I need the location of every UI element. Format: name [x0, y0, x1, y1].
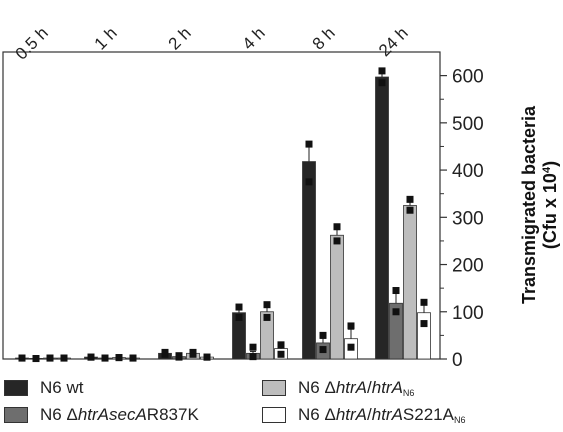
data-point-s1-5-0	[378, 67, 386, 75]
data-point-s3-2-1	[189, 350, 197, 358]
legend-label-htra-complement: N6 ΔhtrA/htrAN6	[298, 378, 414, 403]
data-point-s3-5-1	[406, 206, 414, 214]
legend-htra-complement-italic2: htrA	[371, 378, 403, 397]
legend-htra-complement-sub: N6	[402, 388, 415, 398]
legend-swatch-n6-wt	[4, 380, 28, 396]
data-point-s2-3-0	[249, 343, 257, 351]
y-tick-label-100: 100	[452, 303, 484, 324]
data-point-s2-4-0	[319, 331, 327, 339]
bar-s3-8h	[330, 234, 344, 360]
legend-htra-s221a-prefix: N6 Δ	[298, 405, 336, 424]
data-point-s2-0-1	[32, 355, 40, 363]
x-category-label-4h: 4 h	[239, 23, 269, 53]
bar-s1-8h	[302, 161, 316, 360]
y-tick-label-400: 400	[452, 161, 484, 182]
y-axis-label: Transmigrated bacteria	[519, 105, 539, 304]
legend-swatch-htra-s221a	[262, 407, 286, 423]
data-point-s2-2-1	[175, 353, 183, 361]
legend-htra-complement-slash: /	[367, 378, 372, 397]
x-category-label-05h: 0.5 h	[12, 23, 52, 63]
data-point-s3-3-1	[263, 313, 271, 321]
legend-label-htra-s221a: N6 ΔhtrA/htrAS221AN6	[298, 405, 465, 430]
y-axis-unit-label: (Cfu x 104)	[540, 161, 560, 249]
data-point-s1-3-0	[235, 303, 243, 311]
legend-htra-complement-prefix: N6 Δ	[298, 378, 336, 397]
bar-s4-24h	[417, 312, 431, 360]
bar-s3-24h	[403, 205, 417, 360]
data-point-s2-3-1	[249, 353, 257, 361]
data-point-s1-4-0	[305, 140, 313, 148]
bars-group	[15, 67, 431, 363]
legend-swatch-htra-seca	[4, 407, 28, 423]
x-category-label-1h: 1 h	[91, 23, 121, 53]
legend-htra-s221a-italic: htrA	[335, 405, 367, 424]
data-point-s4-0-1	[60, 354, 68, 362]
data-point-s1-2-1	[161, 350, 169, 358]
data-point-s3-4-1	[333, 237, 341, 245]
data-point-s1-5-1	[378, 79, 386, 87]
data-point-s3-5-0	[406, 195, 414, 203]
x-category-labels: 0.5 h 1 h 2 h 4 h 8 h 24 h	[12, 23, 412, 63]
data-point-s4-4-0	[347, 322, 355, 330]
data-point-s2-1-1	[101, 354, 109, 362]
data-point-s2-4-1	[319, 346, 327, 354]
data-point-s4-1-1	[129, 354, 137, 362]
legend-htra-seca-italic: htrAsecA	[77, 405, 147, 424]
y-tick-label-600: 600	[452, 67, 484, 88]
legend-htra-seca-prefix: N6 Δ	[40, 405, 78, 424]
data-point-s1-3-1	[235, 313, 243, 321]
y-tick-label-300: 300	[452, 208, 484, 229]
data-point-s3-1-1	[115, 354, 123, 362]
data-point-s4-4-1	[347, 343, 355, 351]
y-unit-close: )	[540, 161, 560, 167]
legend-label-n6-wt: N6 wt	[40, 378, 84, 397]
legend-htra-s221a-suffix: S221A	[402, 405, 454, 424]
y-unit-exponent: 4	[541, 166, 553, 173]
x-category-label-2h: 2 h	[165, 23, 195, 53]
legend-htra-seca-suffix: R837K	[146, 405, 199, 424]
data-point-s4-2-1	[203, 353, 211, 361]
data-point-s1-4-1	[305, 178, 313, 186]
data-point-s2-5-1	[392, 308, 400, 316]
x-category-label-8h: 8 h	[309, 23, 339, 53]
data-point-s3-4-0	[333, 223, 341, 231]
y-unit-text: (Cfu x 10	[540, 173, 560, 249]
y-axis: 0 100 200 300 400 500 600	[440, 67, 484, 371]
legend-swatch-htra-complement	[262, 380, 286, 396]
data-point-s1-0-1	[18, 354, 26, 362]
data-point-s3-3-0	[263, 301, 271, 309]
x-category-label-24h: 24 h	[375, 23, 412, 60]
bar-s1-24h	[375, 76, 389, 360]
data-point-s3-0-1	[46, 354, 54, 362]
legend-label-htra-seca: N6 ΔhtrAsecAR837K	[40, 405, 199, 425]
legend-htra-s221a-slash: /	[367, 405, 372, 424]
y-tick-label-200: 200	[452, 256, 484, 277]
plot-area-frame	[2, 51, 441, 360]
data-point-s4-5-0	[420, 298, 428, 306]
data-point-s2-5-0	[392, 287, 400, 295]
y-tick-label-0: 0	[452, 350, 463, 371]
legend-htra-s221a-italic2: htrA	[371, 405, 403, 424]
data-point-s4-3-0	[277, 341, 285, 349]
data-point-s1-1-1	[87, 353, 95, 361]
legend-htra-s221a-sub: N6	[453, 415, 466, 425]
legend-htra-complement-italic: htrA	[335, 378, 367, 397]
data-point-s4-3-1	[277, 350, 285, 358]
y-tick-label-500: 500	[452, 114, 484, 135]
data-point-s4-5-1	[420, 320, 428, 328]
